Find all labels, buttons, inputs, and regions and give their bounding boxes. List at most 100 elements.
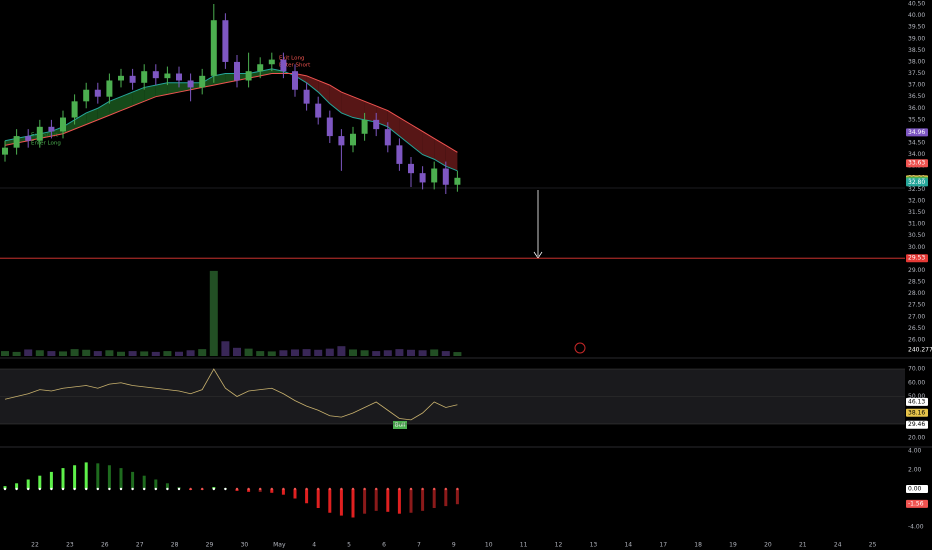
volume-bar	[82, 349, 91, 356]
x-tick-label: 9	[452, 542, 456, 549]
candle-body	[350, 133, 356, 146]
y-tick-label: 36.50	[908, 93, 925, 100]
candle-body	[60, 117, 66, 132]
candle-body	[396, 145, 403, 164]
candle-body	[141, 71, 148, 83]
candle-body	[245, 71, 252, 81]
price-tag	[906, 346, 928, 354]
annotation: Exit Long	[279, 56, 304, 62]
macd-bar	[142, 475, 146, 489]
candle-body	[48, 126, 55, 132]
macd-bar	[73, 465, 77, 489]
candle-body	[361, 119, 368, 134]
candle-body	[36, 126, 43, 141]
x-tick-label: 24	[834, 542, 842, 549]
y-tick-label: 34.50	[908, 140, 925, 147]
volume-bar	[186, 350, 195, 356]
volume-bar	[256, 351, 265, 356]
x-tick-label: May	[273, 542, 286, 549]
ema-fill	[341, 92, 353, 118]
x-tick-label: 25	[869, 542, 877, 549]
price-tag-label: 33.63	[908, 160, 925, 167]
macd-dot	[119, 487, 123, 491]
macd-dot	[363, 487, 366, 491]
macd-bar	[154, 479, 158, 489]
macd-dot	[96, 487, 100, 491]
macd-dot	[351, 487, 355, 491]
ema-fill	[144, 85, 156, 102]
candle-body	[384, 129, 391, 146]
y-tick-label: 39.00	[908, 35, 925, 42]
ema-fill	[155, 82, 168, 97]
price-tag	[906, 254, 928, 263]
price-tag	[906, 128, 928, 137]
ema-fill	[271, 68, 284, 74]
price-tag-label: 46.13	[908, 398, 925, 405]
price-tag-label: 0.00	[908, 486, 922, 493]
macd-bar	[107, 465, 111, 489]
macd-dot	[328, 487, 331, 491]
ema-fill	[422, 131, 435, 160]
price-tag	[906, 420, 928, 429]
candle-body	[303, 89, 310, 104]
macd-dot	[143, 487, 146, 491]
earnings-icon	[574, 342, 586, 354]
ema-fill	[445, 145, 458, 171]
rsi-line	[4, 368, 458, 421]
x-tick-label: 14	[624, 542, 632, 549]
volume-bar	[24, 349, 33, 356]
macd-dot	[154, 487, 157, 491]
y-tick-label: 38.50	[908, 47, 925, 54]
macd-bar	[351, 489, 355, 518]
y-tick-label: 35.50	[908, 116, 925, 123]
macd-dot	[27, 487, 30, 491]
volume-bar	[59, 351, 67, 356]
volume-bar	[383, 350, 392, 356]
price-tag	[906, 499, 928, 508]
macd-bar	[444, 489, 448, 507]
macd-dot	[38, 487, 41, 491]
volume-bar	[117, 351, 125, 356]
volume-bar	[105, 350, 114, 356]
volume-bar	[349, 349, 357, 356]
candle-body	[373, 119, 380, 130]
ema-fill	[353, 96, 365, 120]
ema-fill	[74, 112, 87, 130]
volume-bar	[70, 349, 79, 356]
candle-body	[431, 168, 438, 183]
volume-bar	[244, 348, 253, 356]
volume-bar	[302, 349, 311, 356]
candle-body	[25, 136, 32, 141]
ema-fill	[329, 85, 342, 113]
macd-tick-label: -4.00	[908, 524, 924, 531]
candle-body	[210, 20, 217, 76]
ema-fill	[318, 80, 330, 104]
ema-fill	[167, 82, 179, 95]
volume-bar	[325, 348, 334, 356]
candle-body	[2, 147, 8, 155]
x-tick-label: 19	[729, 542, 737, 549]
volume-bar	[128, 351, 137, 356]
macd-tick-label: 2.00	[908, 467, 922, 474]
rsi-tick-label: 50.00	[908, 393, 925, 400]
y-tick-label: 38.00	[908, 58, 925, 65]
macd-dot	[166, 487, 169, 491]
macd-bar	[61, 468, 65, 489]
macd-dot	[282, 487, 285, 491]
macd-bar	[374, 489, 378, 511]
y-tick-label: 37.00	[908, 82, 925, 89]
macd-dot	[50, 487, 53, 491]
x-tick-label: 26	[101, 542, 109, 549]
candle-body	[176, 73, 182, 81]
macd-dot	[3, 487, 7, 491]
y-tick-label: 27.50	[908, 302, 925, 309]
x-tick-label: 5	[347, 542, 351, 549]
macd-dot	[409, 487, 413, 491]
macd-bar	[119, 468, 123, 489]
volume-bar	[291, 349, 299, 356]
price-tag-label: 32.80	[908, 179, 925, 186]
volume-bar	[35, 350, 44, 356]
y-tick-label: 27.00	[908, 313, 925, 320]
macd-bar	[247, 489, 251, 492]
